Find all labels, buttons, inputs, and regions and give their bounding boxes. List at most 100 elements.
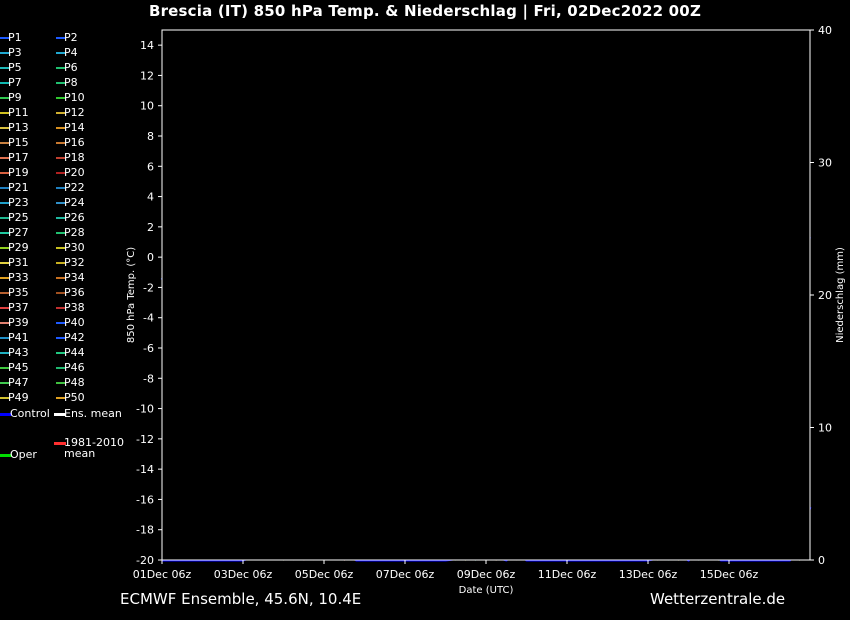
x-tick-label: 11Dec 06z	[538, 568, 597, 581]
legend-label: P28	[64, 226, 85, 239]
legend-swatch	[0, 232, 10, 234]
legend-swatch	[56, 67, 66, 69]
legend-label: P4	[64, 46, 78, 59]
legend-label: Ens. mean	[64, 407, 122, 420]
y-tick-label: 6	[147, 160, 154, 173]
y-tick-label: 10	[140, 100, 154, 113]
legend-label: P35	[8, 286, 29, 299]
legend-swatch	[0, 202, 10, 204]
legend-label: P25	[8, 211, 29, 224]
legend-label: P12	[64, 106, 85, 119]
legend-swatch	[0, 217, 10, 219]
legend-swatch	[0, 322, 10, 324]
legend-swatch	[0, 337, 10, 339]
y-tick-label: -10	[136, 403, 154, 416]
legend-label: P13	[8, 121, 29, 134]
legend-label: P22	[64, 181, 85, 194]
legend-swatch	[56, 277, 66, 279]
legend-swatch	[56, 292, 66, 294]
legend-swatch	[0, 382, 10, 384]
legend-swatch	[56, 322, 66, 324]
legend-label: P42	[64, 331, 85, 344]
legend-swatch	[0, 247, 10, 249]
legend-label: P17	[8, 151, 29, 164]
legend-swatch	[56, 382, 66, 384]
y2-tick-label: 20	[818, 289, 832, 302]
legend-swatch	[0, 97, 10, 99]
legend-swatch	[56, 82, 66, 84]
legend-label: Oper	[10, 448, 37, 461]
legend-label: P2	[64, 31, 78, 44]
legend-swatch	[0, 112, 10, 114]
legend-swatch	[56, 97, 66, 99]
y2-axis-label: Niederschlag (mm)	[835, 247, 846, 343]
legend-label: P6	[64, 61, 78, 74]
legend-label: P20	[64, 166, 85, 179]
legend-label: P27	[8, 226, 29, 239]
x-tick-label: 05Dec 06z	[295, 568, 354, 581]
legend-label: P40	[64, 316, 85, 329]
legend-label: P1	[8, 31, 22, 44]
x-tick-label: 01Dec 06z	[133, 568, 192, 581]
legend-swatch	[0, 292, 10, 294]
legend-swatch	[54, 413, 66, 416]
legend-label: P18	[64, 151, 85, 164]
legend-swatch	[0, 397, 10, 399]
y-tick-label: -18	[136, 524, 154, 537]
legend-swatch	[56, 112, 66, 114]
y-tick-label: -16	[136, 493, 154, 506]
legend-label: P14	[64, 121, 85, 134]
legend-label: P31	[8, 256, 29, 269]
y-tick-label: 8	[147, 130, 154, 143]
legend-label: P39	[8, 316, 29, 329]
chart-title: Brescia (IT) 850 hPa Temp. & Niederschla…	[148, 2, 702, 20]
legend-label: P46	[64, 361, 85, 374]
y-tick-label: -12	[136, 433, 154, 446]
legend-label: P48	[64, 376, 85, 389]
legend-swatch	[0, 352, 10, 354]
legend-swatch	[56, 127, 66, 129]
legend-label: P30	[64, 241, 85, 254]
legend: P1 P2 P3 P4 P5 P6 P7 P8 P9 P10 P11 P12 P13 P14 P15 P16 P…	[0, 32, 135, 472]
legend-label: P36	[64, 286, 85, 299]
legend-swatch	[56, 142, 66, 144]
y-tick-label: -8	[143, 372, 154, 385]
y-tick-label: -4	[143, 312, 154, 325]
legend-swatch	[0, 127, 10, 129]
legend-swatch	[56, 337, 66, 339]
legend-label: P16	[64, 136, 85, 149]
legend-swatch	[56, 217, 66, 219]
y-tick-label: 0	[147, 251, 154, 264]
legend-label: P8	[64, 76, 78, 89]
legend-swatch	[0, 37, 10, 39]
legend-label: 1981-2010 mean	[64, 436, 124, 460]
legend-swatch	[56, 367, 66, 369]
legend-swatch	[56, 307, 66, 309]
x-tick-label: 07Dec 06z	[376, 568, 435, 581]
legend-swatch	[56, 187, 66, 189]
y-tick-label: -14	[136, 463, 154, 476]
legend-swatch	[56, 247, 66, 249]
legend-swatch	[0, 67, 10, 69]
y-tick-label: 2	[147, 221, 154, 234]
legend-swatch	[0, 187, 10, 189]
legend-swatch	[56, 37, 66, 39]
legend-swatch	[56, 397, 66, 399]
legend-label: P24	[64, 196, 85, 209]
y2-tick-label: 30	[818, 157, 832, 170]
legend-label: P10	[64, 91, 85, 104]
legend-label: P38	[64, 301, 85, 314]
legend-label: P7	[8, 76, 22, 89]
legend-swatch	[0, 262, 10, 264]
legend-swatch	[56, 172, 66, 174]
legend-swatch	[54, 442, 66, 445]
legend-swatch	[56, 262, 66, 264]
legend-swatch	[0, 142, 10, 144]
legend-label: P49	[8, 391, 29, 404]
legend-label: P26	[64, 211, 85, 224]
legend-label: P50	[64, 391, 85, 404]
legend-label: P29	[8, 241, 29, 254]
legend-swatch	[0, 82, 10, 84]
y-tick-label: 12	[140, 69, 154, 82]
y2-tick-label: 0	[818, 554, 825, 567]
